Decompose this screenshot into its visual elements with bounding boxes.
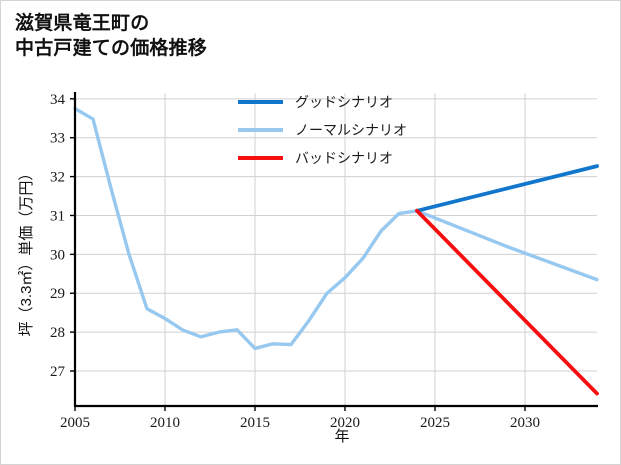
x-tick-label: 2030 <box>510 415 540 431</box>
x-tick-label: 2015 <box>240 415 270 431</box>
y-tick-label: 34 <box>50 92 66 108</box>
x-tick-label: 2020 <box>330 415 360 431</box>
series-line-グッドシナリオ <box>415 164 599 213</box>
y-axis-title: 坪（3.3㎡）単価（万円） <box>18 166 35 337</box>
y-tick-label: 29 <box>50 286 65 302</box>
y-tick-label: 27 <box>50 364 66 380</box>
y-tick-label: 28 <box>50 325 65 341</box>
gridlines <box>74 93 597 406</box>
x-axis-title: 年 <box>334 428 349 445</box>
legend-label-ノーマルシナリオ: ノーマルシナリオ <box>295 122 407 138</box>
x-tick-label: 2005 <box>60 415 90 431</box>
x-tick-label: 2025 <box>420 415 450 431</box>
x-axis-tick-labels: 2005 2010 2015 2020 2025 2030 <box>60 415 540 431</box>
axis-lines <box>70 92 598 411</box>
series-line-バッドシナリオ <box>415 208 599 396</box>
series-lines <box>73 106 599 396</box>
y-axis-tick-labels: 27 28 29 30 31 32 33 34 <box>50 92 66 380</box>
legend-label-バッドシナリオ: バッドシナリオ <box>295 150 393 166</box>
y-tick-label: 33 <box>50 131 65 147</box>
series-line-ノーマルシナリオ <box>73 106 599 351</box>
x-tick-label: 2010 <box>150 415 180 431</box>
y-tick-label: 31 <box>50 208 65 224</box>
page-title: 滋賀県竜王町の 中古戸建ての価格推移 <box>15 13 208 60</box>
y-tick-label: 32 <box>50 170 65 186</box>
legend-label-グッドシナリオ: グッドシナリオ <box>295 94 393 110</box>
y-tick-label: 30 <box>50 247 65 263</box>
